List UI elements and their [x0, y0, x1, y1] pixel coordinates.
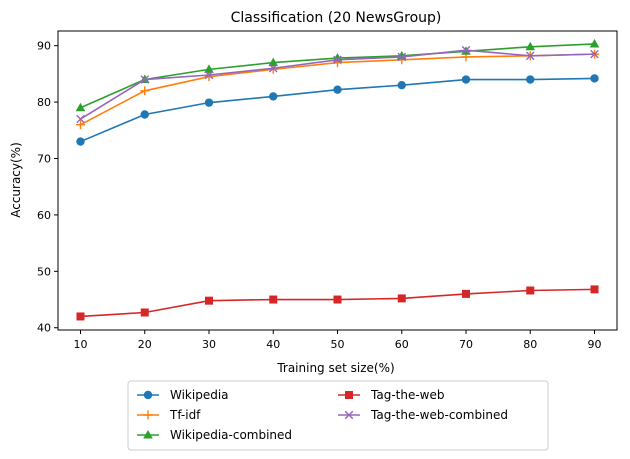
data-point: [461, 45, 471, 55]
legend-label: Tf-idf: [169, 408, 201, 422]
y-tick-label: 80: [37, 96, 51, 109]
legend-marker: [345, 391, 353, 399]
series-wikipedia: [76, 74, 599, 146]
data-point: [268, 63, 278, 73]
y-tick-label: 60: [37, 209, 51, 222]
legend-item: Tag-the-web-combined: [338, 408, 508, 422]
legend: Wikipedia Tf-idf Wikipedia-combined Tag-the…: [127, 380, 549, 451]
series-tag-the-web: [76, 285, 599, 321]
legend-label: Tag-the-web: [370, 388, 444, 402]
data-point: [333, 295, 342, 304]
x-tick-label: 80: [523, 338, 537, 351]
y-tick-label: 40: [37, 322, 51, 335]
data-point: [333, 85, 342, 94]
chart-title: Classification (20 NewsGroup): [231, 10, 442, 26]
data-point: [76, 114, 85, 124]
data-point: [397, 294, 406, 303]
y-tick-label: 50: [37, 265, 51, 278]
data-point: [75, 102, 86, 112]
legend-label: Wikipedia-combined: [170, 428, 292, 442]
x-tick-label: 70: [459, 338, 473, 351]
legend-label: Tag-the-web-combined: [370, 408, 508, 422]
x-tick-label: 20: [138, 338, 152, 351]
legend-marker: [143, 390, 153, 400]
data-point: [590, 74, 599, 83]
data-point: [268, 64, 278, 74]
data-point: [333, 55, 342, 65]
legend-item: Wikipedia-combined: [137, 428, 292, 442]
data-point: [525, 51, 535, 61]
data-point: [269, 92, 278, 101]
legend-item: Tf-idf: [137, 408, 201, 422]
data-point: [204, 296, 213, 305]
data-point: [590, 285, 599, 294]
data-point: [525, 41, 536, 51]
x-tick-label: 30: [202, 338, 216, 351]
data-point: [397, 80, 406, 90]
data-point: [204, 70, 214, 80]
series-tag-the-web-combined: [76, 45, 599, 124]
y-axis-label: Accuracy(%): [9, 142, 23, 218]
legend-item: Tag-the-web: [338, 388, 444, 402]
data-point: [204, 72, 214, 82]
y-tick-label: 70: [37, 152, 51, 165]
data-point: [140, 308, 149, 317]
y-axis: 40 50 60 70 80 90: [37, 40, 58, 335]
legend-label: Wikipedia: [170, 388, 229, 402]
legend-marker: [143, 410, 153, 420]
x-axis: 10 20 30 40 50 60 70 80 90: [73, 330, 602, 351]
data-point: [204, 64, 214, 73]
data-point: [526, 286, 535, 295]
series-tf-idf: [75, 49, 600, 130]
legend-item: Wikipedia: [137, 388, 229, 402]
data-point: [76, 312, 85, 321]
x-tick-label: 10: [73, 338, 87, 351]
data-point: [204, 98, 214, 107]
x-tick-label: 60: [395, 338, 409, 351]
data-point: [462, 289, 471, 298]
data-point: [590, 49, 599, 59]
y-tick-label: 90: [37, 40, 51, 53]
data-point: [268, 57, 279, 67]
data-point: [75, 120, 85, 130]
series-layer: [75, 38, 600, 321]
x-tick-label: 50: [331, 338, 345, 351]
x-axis-label: Training set size(%): [276, 361, 394, 375]
data-point: [461, 75, 471, 84]
data-point: [140, 86, 150, 96]
data-point: [397, 52, 407, 62]
legend-marker: [344, 410, 354, 420]
data-point: [140, 110, 149, 119]
x-tick-label: 90: [588, 338, 602, 351]
data-point: [269, 295, 278, 304]
series-wikipedia-combined: [75, 38, 600, 112]
legend-marker: [143, 430, 153, 439]
data-point: [76, 137, 85, 146]
x-tick-label: 40: [266, 338, 280, 351]
data-point: [140, 75, 150, 84]
data-point: [526, 75, 535, 84]
data-point: [589, 38, 600, 48]
